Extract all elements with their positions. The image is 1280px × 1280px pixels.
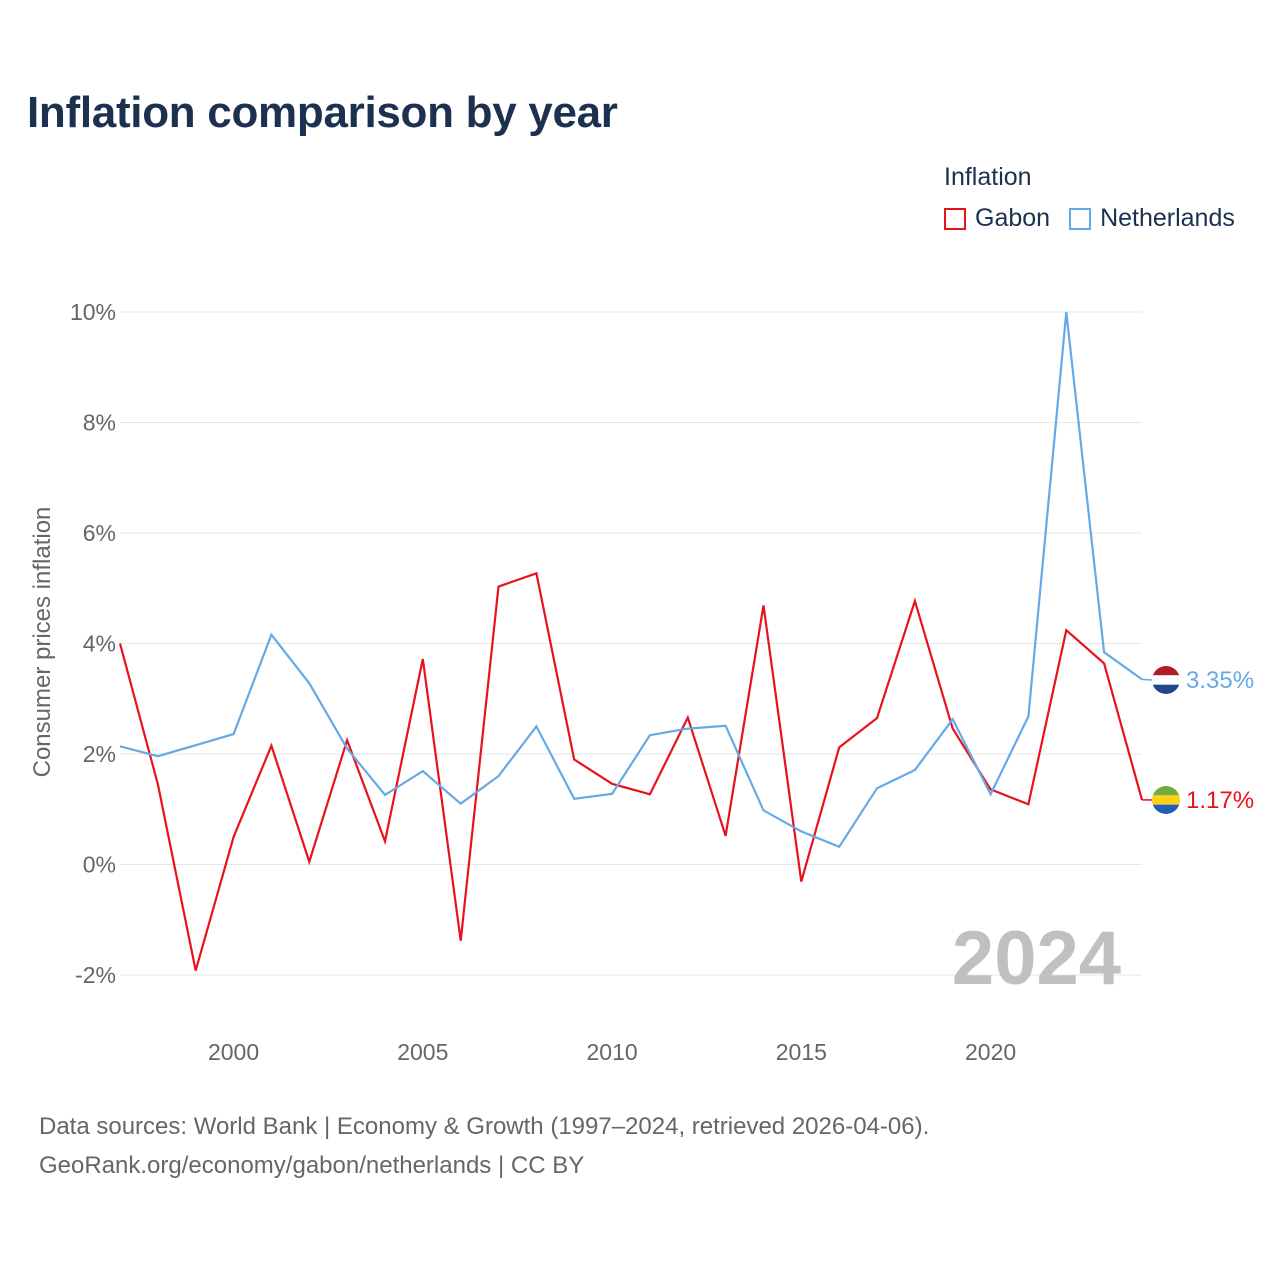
series-end-labels: 1.17% 3.35%	[1141, 667, 1254, 814]
y-tick-label: 4%	[83, 631, 116, 657]
year-watermark: 2024	[952, 916, 1121, 1001]
x-tick-label: 2005	[397, 1039, 448, 1065]
series-line-netherlands	[119, 311, 1143, 849]
x-tick-label: 2010	[586, 1039, 637, 1065]
end-label-netherlands: 3.35%	[1186, 667, 1254, 694]
footer-link[interactable]: GeoRank.org/economy/gabon/netherlands | …	[39, 1152, 585, 1179]
legend-item-netherlands[interactable]: Netherlands	[1069, 204, 1235, 233]
end-label-gabon: 1.17%	[1186, 787, 1254, 814]
legend-swatch-gabon	[944, 207, 966, 230]
y-tick-label: 0%	[83, 852, 116, 878]
chart-title: Inflation comparison by year	[27, 88, 618, 137]
y-axis: -2% 0% 2% 4% 6% 8% 10%	[70, 299, 116, 988]
y-tick-label: -2%	[75, 962, 116, 988]
grid-lines	[120, 311, 1142, 976]
legend: Gabon Netherlands	[944, 204, 1254, 233]
x-axis: 2000 2005 2010 2015 2020	[208, 1039, 1016, 1065]
footer-sources: Data sources: World Bank | Economy & Gro…	[39, 1113, 930, 1140]
y-tick-label: 8%	[83, 410, 116, 436]
gabon-flag-icon	[1152, 786, 1180, 814]
y-tick-label: 10%	[70, 299, 116, 325]
series-lines	[118, 311, 1144, 971]
footer: Data sources: World Bank | Economy & Gro…	[39, 1107, 929, 1185]
x-tick-label: 2015	[776, 1039, 827, 1065]
legend-title: Inflation	[944, 163, 1032, 191]
y-tick-label: 6%	[83, 520, 116, 546]
series-line-gabon	[118, 571, 1144, 971]
legend-label-gabon: Gabon	[975, 204, 1051, 232]
x-tick-label: 2020	[965, 1039, 1016, 1065]
legend-label-netherlands: Netherlands	[1100, 204, 1235, 232]
x-tick-label: 2000	[208, 1039, 259, 1065]
legend-item-gabon[interactable]: Gabon	[944, 204, 1050, 233]
netherlands-flag-icon	[1152, 666, 1180, 694]
line-chart: -2% 0% 2% 4% 6% 8% 10% 2000 2005 2010 2015 2020 Co…	[29, 299, 1254, 1065]
end-label-connector	[1141, 678, 1153, 681]
legend-swatch-netherlands	[1069, 207, 1092, 230]
y-tick-label: 2%	[83, 741, 116, 767]
y-axis-label: Consumer prices inflation	[29, 507, 56, 778]
